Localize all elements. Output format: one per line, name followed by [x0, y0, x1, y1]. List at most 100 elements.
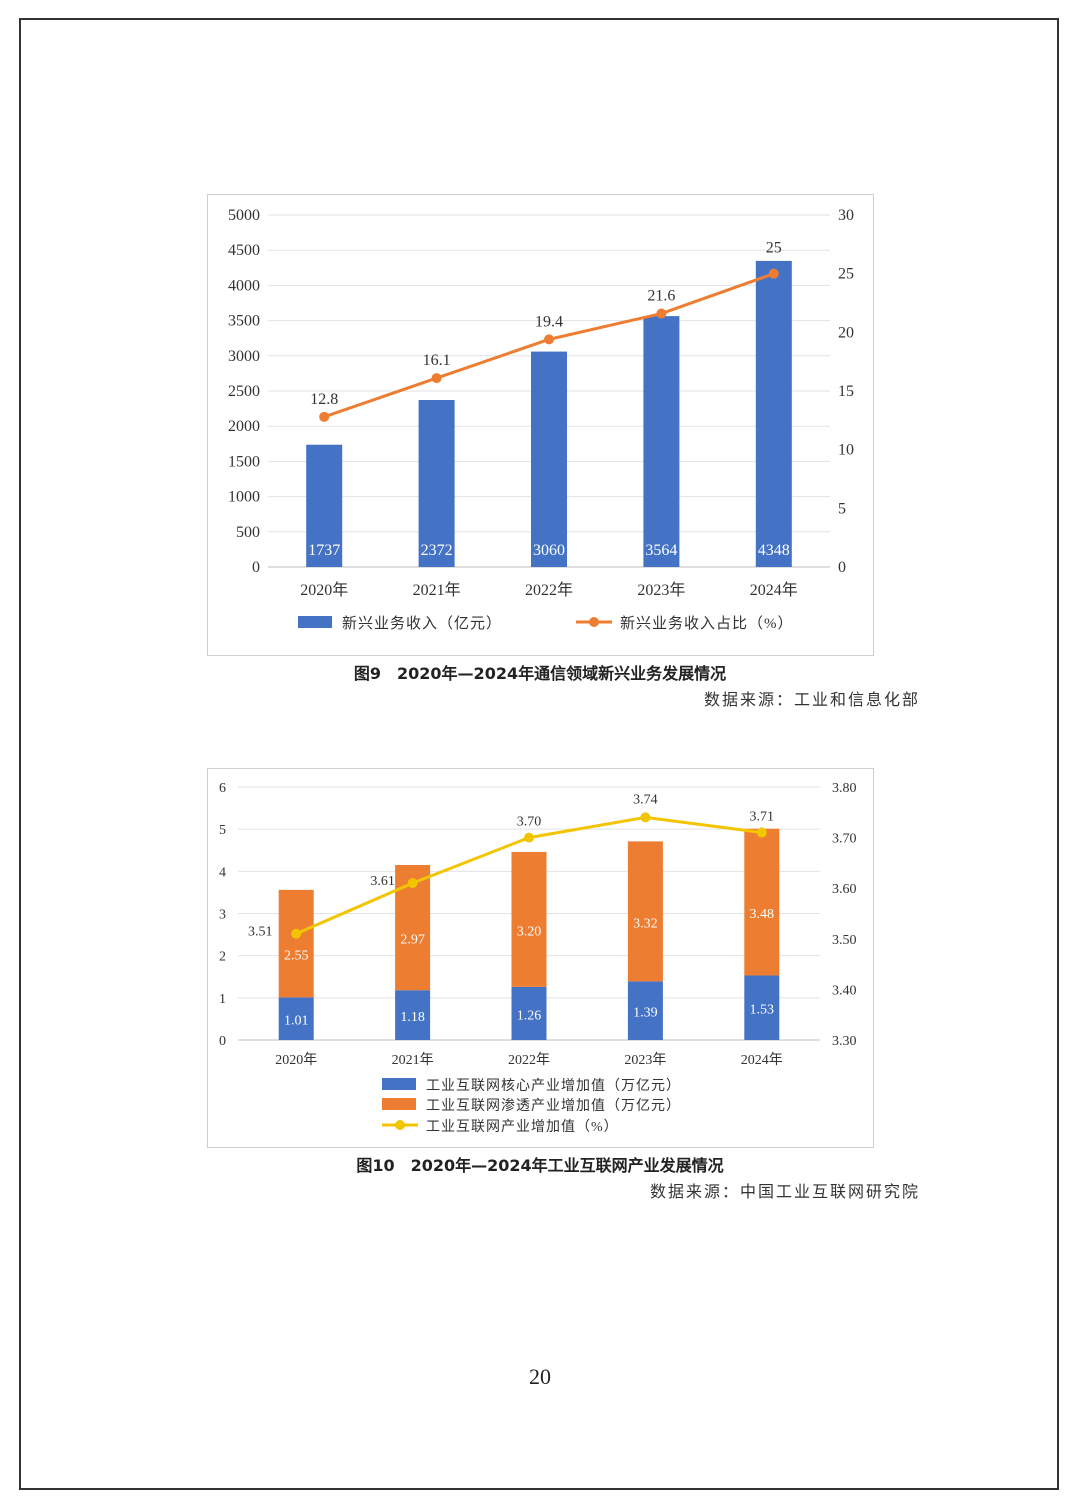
y-left-tick-label: 1000 [228, 489, 260, 506]
x-tick-label: 2020年 [275, 1052, 317, 1068]
y-left-tick-label: 2500 [228, 383, 260, 400]
line-data-label: 12.8 [310, 391, 338, 408]
y-right-tick-label: 10 [838, 442, 854, 459]
legend-label: 新兴业务收入（亿元） [342, 615, 502, 632]
line-point [656, 308, 667, 319]
bar [306, 444, 343, 567]
bar [744, 828, 780, 976]
bar-data-label: 3.32 [633, 916, 658, 931]
y-left-tick-label: 4 [219, 865, 226, 880]
legend-swatch [382, 1098, 416, 1110]
x-tick-label: 2024年 [750, 581, 798, 599]
figure-10-caption: 图10 2020年—2024年工业互联网产业发展情况 [356, 1156, 724, 1175]
x-tick-label: 2020年 [300, 581, 348, 599]
line-point [544, 334, 554, 345]
line-point [319, 411, 330, 422]
bar [744, 975, 780, 1040]
bar-data-label: 3564 [645, 542, 677, 559]
line-point [431, 373, 442, 384]
bar [395, 990, 431, 1040]
bar-data-label: 1.39 [633, 1006, 658, 1021]
line-point [640, 812, 651, 823]
bar-data-label: 4348 [758, 542, 790, 559]
x-tick-label: 2021年 [392, 1052, 434, 1068]
y-left-tick-label: 2 [219, 950, 226, 965]
y-left-tick-label: 0 [252, 559, 260, 576]
y-left-tick-label: 4000 [228, 277, 260, 294]
y-right-tick-label: 20 [838, 324, 854, 341]
legend-swatch [395, 1120, 405, 1130]
y-left-tick-label: 4500 [228, 242, 260, 259]
bar-data-label: 3060 [533, 542, 565, 559]
bar-data-label: 2.55 [284, 949, 309, 964]
page-border [19, 18, 1059, 1490]
legend-label: 工业互联网渗透产业增加值（万亿元） [426, 1098, 681, 1114]
y-right-tick-label: 3.80 [832, 781, 857, 796]
line-data-label: 16.1 [423, 352, 451, 369]
line-data-label: 3.51 [248, 925, 273, 940]
bar [531, 351, 567, 567]
bar [278, 889, 314, 998]
line-point [407, 878, 418, 889]
y-left-tick-label: 1500 [228, 453, 260, 470]
legend-swatch [589, 617, 599, 627]
y-right-tick-label: 5 [838, 500, 846, 517]
bar [643, 316, 680, 567]
x-tick-label: 2023年 [624, 1052, 666, 1068]
y-right-tick-label: 3.60 [832, 882, 857, 897]
y-left-tick-label: 500 [236, 524, 260, 541]
y-left-tick-label: 3 [219, 908, 226, 923]
line-point [524, 832, 534, 843]
bar [627, 841, 663, 982]
figure-10-source: 数据来源：中国工业互联网研究院 [649, 1182, 920, 1201]
x-tick-label: 2023年 [637, 581, 685, 599]
chart-10-svg: 0 1 2 3 4 5 6 3.30 3.40 3.50 3.60 3.70 3.80 2020年 2021… [219, 781, 857, 1135]
bar-data-label: 1.26 [517, 1008, 542, 1023]
x-tick-label: 2024年 [741, 1052, 783, 1068]
figure-9-caption: 图9 2020年—2024年通信领域新兴业务发展情况 [353, 664, 727, 683]
y-right-tick-label: 15 [838, 383, 854, 400]
bar [511, 851, 547, 987]
legend-swatch [382, 1078, 416, 1090]
y-left-tick-label: 5 [219, 823, 226, 838]
bar-data-label: 1.18 [400, 1010, 425, 1025]
bar-data-label: 3.20 [517, 924, 542, 939]
y-left-tick-label: 6 [219, 781, 226, 796]
y-right-tick-label: 25 [838, 266, 854, 283]
y-left-tick-label: 0 [219, 1034, 226, 1049]
y-right-tick-label: 0 [838, 559, 846, 576]
y-right-tick-label: 3.30 [832, 1034, 857, 1049]
bar [278, 997, 314, 1040]
bar-data-label: 2.97 [400, 933, 425, 948]
bar [627, 981, 663, 1040]
line-point [768, 268, 779, 279]
y-left-tick-label: 2000 [228, 418, 260, 435]
line-data-label: 3.70 [517, 815, 542, 830]
line-data-label: 21.6 [647, 288, 675, 305]
y-left-tick-label: 5000 [228, 207, 260, 224]
legend-label: 工业互联网产业增加值（%） [426, 1119, 619, 1135]
bar-data-label: 3.48 [750, 907, 775, 922]
legend-label: 工业互联网核心产业增加值（万亿元） [426, 1078, 681, 1094]
y-right-tick-label: 3.40 [832, 983, 857, 998]
line-data-label: 19.4 [535, 313, 563, 330]
line-data-label: 3.61 [370, 874, 395, 889]
line-data-label: 3.74 [633, 792, 658, 807]
x-tick-label: 2022年 [508, 1052, 550, 1068]
y-left-tick-label: 1 [219, 992, 226, 1007]
bar [418, 400, 455, 567]
bar-data-label: 2372 [421, 542, 453, 559]
y-right-tick-label: 3.70 [832, 832, 857, 847]
y-right-tick-label: 30 [838, 207, 854, 224]
line-point [291, 928, 302, 939]
figure-9-chart: 0 500 1000 1500 2000 2500 3000 3500 4000 4500 5000… [207, 194, 874, 656]
bar [755, 260, 792, 567]
line-data-label: 3.71 [750, 810, 775, 825]
page-number: 20 [529, 1364, 551, 1389]
bar [511, 986, 547, 1040]
legend-label: 新兴业务收入占比（%） [620, 615, 794, 632]
bar-data-label: 1737 [308, 542, 340, 559]
x-tick-label: 2021年 [413, 581, 461, 599]
y-left-tick-label: 3500 [228, 313, 260, 330]
line-data-label: 25 [766, 240, 782, 257]
